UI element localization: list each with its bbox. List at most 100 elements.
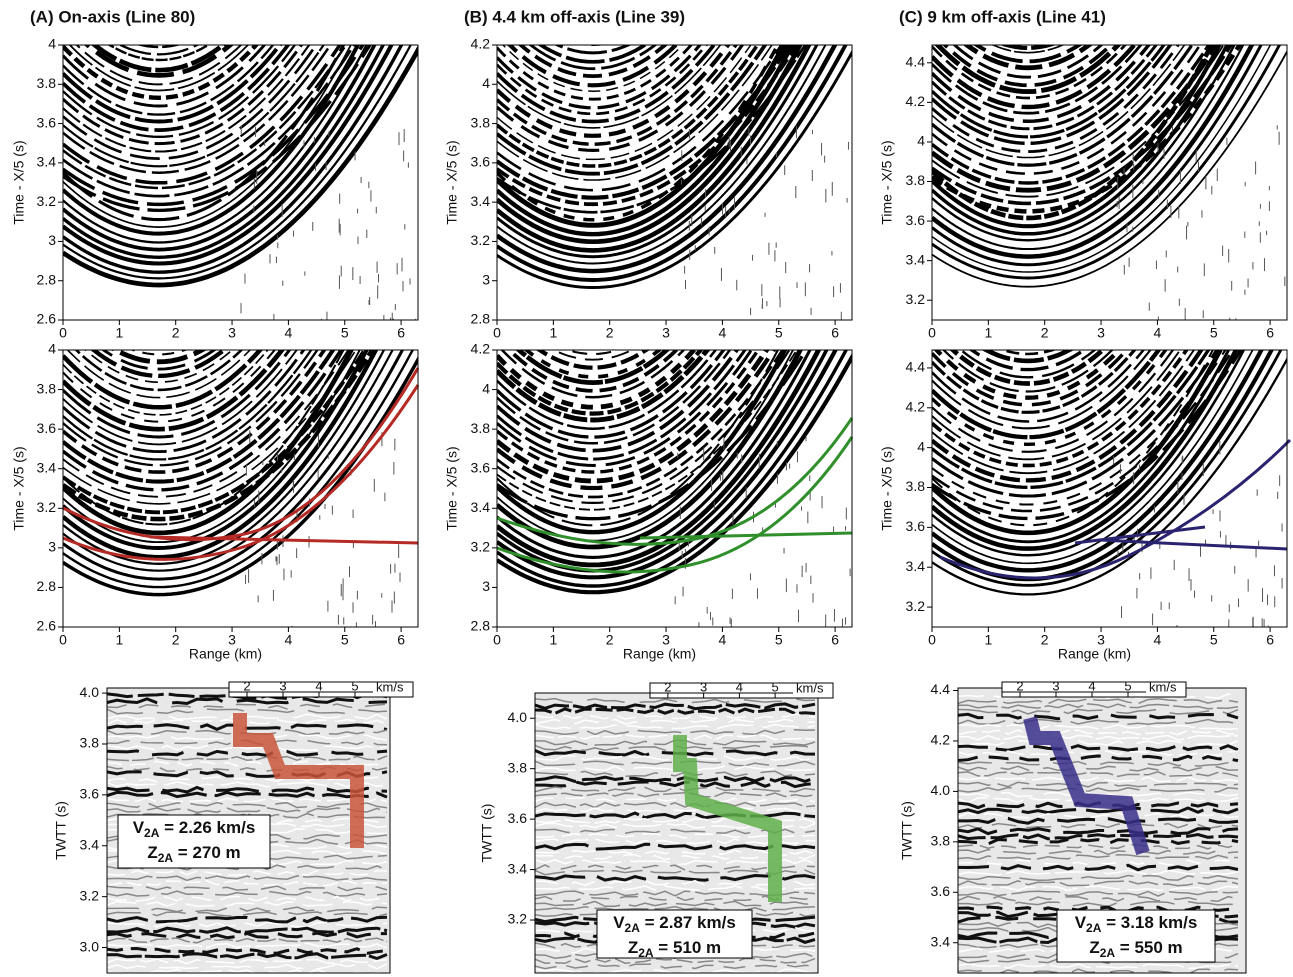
fit-curve — [1074, 525, 1206, 545]
x-axis-label: Range (km) — [1058, 646, 1131, 662]
reflector — [958, 853, 1239, 861]
y-axis-label: TWTT (s) — [53, 801, 69, 860]
y-tick-label: 3.4 — [508, 860, 528, 876]
reflector — [958, 723, 1239, 731]
reflector — [107, 797, 388, 804]
seismic-gather — [932, 45, 1287, 320]
y-tick-label: 4.2 — [471, 341, 491, 357]
reflection — [537, 45, 649, 64]
y-tick-label: 3.4 — [906, 251, 926, 267]
y-tick-label: 3.2 — [906, 598, 926, 614]
reflection — [68, 45, 250, 92]
y-tick-label: 3.8 — [906, 478, 926, 494]
reflector — [535, 957, 816, 965]
reflection — [497, 350, 849, 588]
y-tick-label: 2.6 — [37, 618, 57, 634]
reflection — [932, 350, 1152, 430]
reflection — [63, 45, 394, 266]
reflector — [958, 718, 1239, 726]
velocity-unit: km/s — [796, 680, 824, 695]
reflector — [958, 900, 1239, 908]
y-tick-label: 3.8 — [471, 420, 491, 436]
y-tick-label: 3.2 — [906, 291, 926, 307]
reflection — [63, 350, 386, 565]
reflection — [497, 350, 718, 430]
x-tick-label: 5 — [341, 325, 349, 341]
x-tick-label: 3 — [1097, 325, 1105, 341]
y-tick-label: 3.8 — [37, 380, 57, 396]
reflection — [942, 350, 1114, 393]
x-tick-label: 4 — [1153, 325, 1161, 341]
reflector — [958, 885, 1239, 892]
reflection — [497, 350, 803, 550]
annotation: Z2A = 270 m — [147, 843, 240, 865]
subscript: 2A — [1100, 946, 1116, 960]
reflection — [932, 350, 1211, 490]
y-axis-label: Time - X/5 (s) — [11, 446, 27, 530]
reflector — [958, 771, 1239, 778]
x-tick-label: 5 — [1210, 632, 1218, 648]
reflection — [63, 350, 264, 410]
reflector — [958, 905, 1238, 914]
panel-title: (A) On-axis (Line 80) — [30, 7, 195, 26]
reflection — [74, 350, 244, 392]
x-tick-label: 6 — [397, 632, 405, 648]
y-tick-label: 3.4 — [37, 459, 57, 475]
reflector — [535, 744, 816, 752]
y-tick-label: 3.4 — [80, 836, 100, 852]
reflection — [90, 350, 228, 379]
y-tick-label: 3.6 — [471, 459, 491, 475]
reflector — [107, 921, 388, 928]
y-tick-label: 4.2 — [906, 398, 926, 414]
reflection — [932, 350, 1227, 506]
reflection — [932, 45, 1158, 131]
reflection — [497, 45, 787, 228]
reflector — [958, 729, 1239, 736]
reflection — [932, 350, 1196, 475]
x-tick-label: 2 — [1041, 632, 1049, 648]
annotation-box — [596, 909, 753, 959]
reflector — [107, 937, 388, 944]
subscript: 2A — [158, 851, 174, 865]
reflection — [497, 45, 717, 124]
reflector — [107, 968, 388, 973]
reflector — [958, 879, 1239, 887]
reflector — [958, 806, 1239, 815]
reflection — [63, 45, 368, 244]
symbol: V — [133, 818, 145, 837]
reflection — [63, 350, 361, 544]
y-tick-label: 3.2 — [37, 499, 57, 515]
reflector — [958, 765, 1239, 772]
reflection — [497, 350, 740, 453]
y-tick-label: 3.4 — [471, 193, 491, 209]
value-text: = 2.87 km/s — [640, 913, 736, 932]
reflection — [497, 45, 709, 116]
reflection — [75, 45, 243, 86]
velocity-tick-label: 3 — [1052, 678, 1059, 693]
x-tick-label: 1 — [115, 325, 123, 341]
fit-curve — [496, 417, 854, 546]
y-tick-label: 3.8 — [471, 114, 491, 130]
reflection — [497, 350, 726, 439]
reflector — [107, 776, 388, 783]
reflection — [63, 45, 311, 153]
annotation: V2A = 2.87 km/s — [613, 913, 736, 935]
reflector — [535, 864, 816, 871]
y-tick-label: 3.8 — [931, 833, 951, 849]
reflection — [63, 350, 306, 454]
seismic-gather — [63, 45, 418, 320]
reflection — [497, 350, 788, 535]
reflector — [107, 812, 388, 819]
reflection — [962, 45, 1093, 71]
reflector — [107, 869, 388, 876]
x-tick-label: 3 — [662, 325, 670, 341]
reflection — [932, 45, 1225, 198]
reflection — [497, 45, 819, 259]
reflector — [958, 776, 1239, 783]
reflection — [497, 45, 792, 200]
y-tick-label: 4.0 — [508, 709, 528, 725]
symbol: Z — [1089, 938, 1099, 957]
reflector — [107, 879, 388, 887]
reflection — [497, 45, 773, 181]
reflection — [506, 350, 680, 393]
